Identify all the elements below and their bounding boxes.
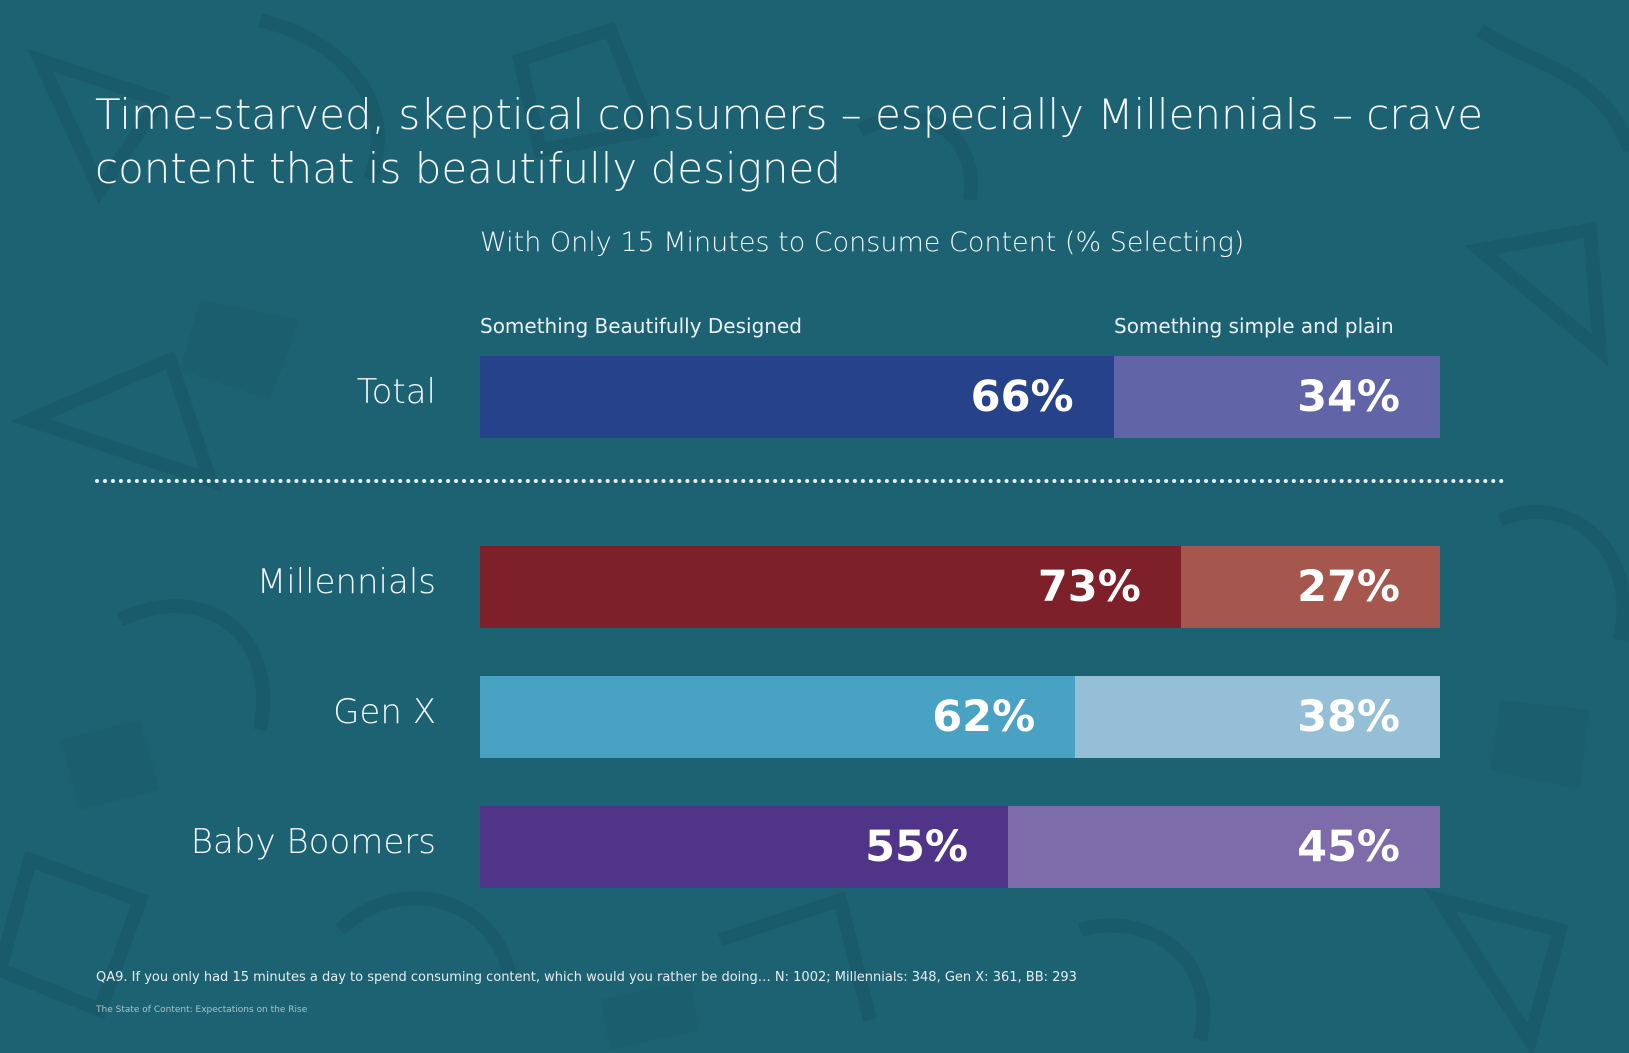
value-label-total-designed: 66% <box>970 372 1074 422</box>
value-label-total-plain: 34% <box>1297 372 1400 422</box>
value-label-baby-boomers-plain: 45% <box>1297 822 1400 872</box>
value-label-baby-boomers-designed: 55% <box>865 822 968 872</box>
legend-beautifully-designed: Something Beautifully Designed <box>480 314 802 338</box>
bar-millennials-plain <box>1180 546 1440 628</box>
row-label-millennials: Millennials <box>256 562 436 602</box>
page-headline: Time-starved, skeptical consumers – espe… <box>95 90 1484 193</box>
bar-millennials-designed <box>480 546 1181 628</box>
row-label-total: Total <box>356 372 436 412</box>
row-label-gen-x: Gen X <box>333 692 436 732</box>
chart-title: With Only 15 Minutes to Consume Content … <box>480 227 1245 258</box>
value-label-gen-x-designed: 62% <box>932 692 1036 742</box>
bar-total-designed <box>480 356 1114 438</box>
legend-simple-plain: Something simple and plain <box>1114 314 1394 338</box>
footnote: QA9. If you only had 15 minutes a day to… <box>96 970 1077 985</box>
bar-gen-x-plain <box>1075 676 1440 758</box>
bar-baby-boomers-designed <box>480 806 1008 888</box>
bar-total-plain <box>1113 356 1440 438</box>
bar-gen-x-designed <box>480 676 1076 758</box>
value-label-millennials-designed: 73% <box>1037 562 1141 612</box>
bar-baby-boomers-plain <box>1008 806 1440 888</box>
source-note: The State of Content: Expectations on th… <box>96 1005 308 1015</box>
divider-line <box>95 479 1505 483</box>
value-label-gen-x-plain: 38% <box>1297 692 1400 742</box>
row-label-baby-boomers: Baby Boomers <box>190 822 436 862</box>
value-label-millennials-plain: 27% <box>1297 562 1400 612</box>
